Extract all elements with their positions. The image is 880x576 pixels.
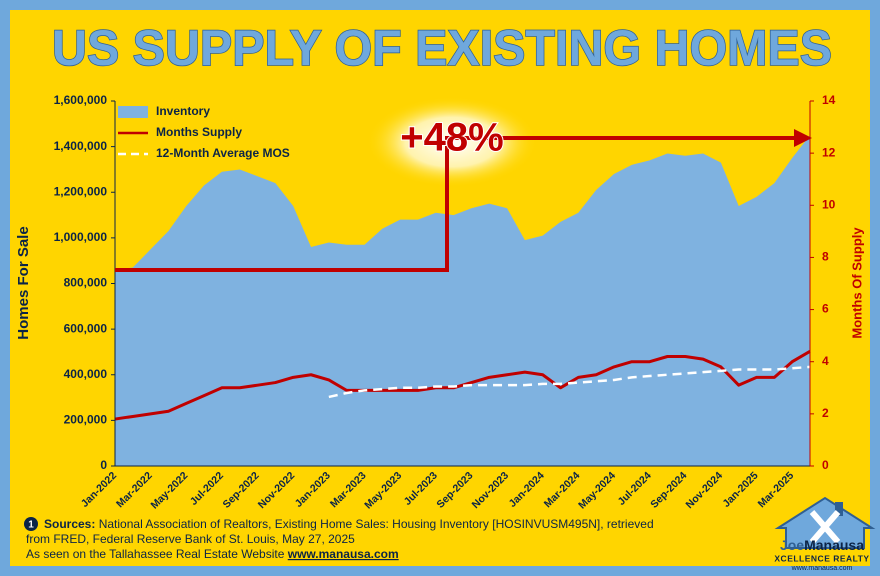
y2-tick-label: 14	[822, 93, 836, 107]
y-tick-label: 1,600,000	[54, 93, 108, 107]
y-tick-label: 1,200,000	[54, 184, 108, 198]
footer-label: Sources:	[44, 517, 95, 531]
y-tick-label: 1,400,000	[54, 139, 108, 153]
y2-tick-label: 8	[822, 250, 829, 264]
y-tick-label: 400,000	[64, 367, 108, 381]
legend: Inventory Months Supply 12-Month Average M…	[118, 104, 290, 160]
annotation-arrow	[115, 136, 796, 272]
y-axis-label: Homes For Sale	[15, 226, 32, 339]
y2-tick-label: 6	[822, 302, 829, 316]
y2-tick-label: 12	[822, 145, 836, 159]
logo-x	[809, 510, 841, 544]
logo-first: Joe	[780, 537, 804, 553]
footer: 1 Sources: National Association of Realt…	[24, 517, 654, 561]
logo-name: JoeManausa	[780, 537, 864, 553]
area	[115, 135, 810, 466]
legend-label: Inventory	[156, 104, 210, 118]
y2-tick-label: 2	[822, 406, 829, 420]
line	[114, 349, 811, 421]
y2-tick-label: 10	[822, 197, 836, 211]
chart-title: US SUPPLY OF EXISTING HOMES	[52, 20, 832, 76]
logo-url: www.manausa.com	[791, 565, 853, 572]
y2-tick-label: 0	[822, 458, 829, 472]
logo: JoeManausa XCELLENCE REALTY www.manausa.…	[774, 496, 876, 572]
y-tick-label: 0	[100, 458, 107, 472]
y-tick-label: 200,000	[64, 413, 108, 427]
y2-tick-label: 4	[822, 354, 829, 368]
footer-text: As seen on the Tallahassee Real Estate W…	[26, 547, 285, 561]
footer-number: 1	[28, 520, 34, 531]
logo-chimney	[835, 502, 843, 516]
footer-bullet	[24, 517, 38, 531]
overlay: +48%	[115, 97, 812, 272]
legend-label: Months Supply	[156, 125, 242, 139]
annotation-glow	[367, 97, 537, 187]
legend-swatch	[118, 106, 148, 118]
footer-text: from FRED, Federal Reserve Bank of St. L…	[26, 532, 355, 546]
line	[328, 365, 811, 399]
footer-line: Sources: National Association of Realtor…	[44, 517, 654, 531]
y-tick-label: 600,000	[64, 321, 108, 335]
y2-axis-label: Months Of Supply	[849, 227, 864, 339]
y-tick-label: 1,000,000	[54, 230, 108, 244]
y-tick-label: 800,000	[64, 276, 108, 290]
legend-label: 12-Month Average MOS	[156, 146, 290, 160]
annotation: +48%	[400, 116, 503, 160]
logo-tagline: XCELLENCE REALTY	[774, 553, 869, 563]
footer-text: National Association of Realtors, Existi…	[99, 517, 654, 531]
footer-link[interactable]: www.manausa.com	[287, 547, 399, 561]
footer-line: As seen on the Tallahassee Real Estate W…	[26, 547, 399, 561]
arrow-head	[794, 129, 812, 147]
logo-last: Manausa	[804, 537, 864, 553]
